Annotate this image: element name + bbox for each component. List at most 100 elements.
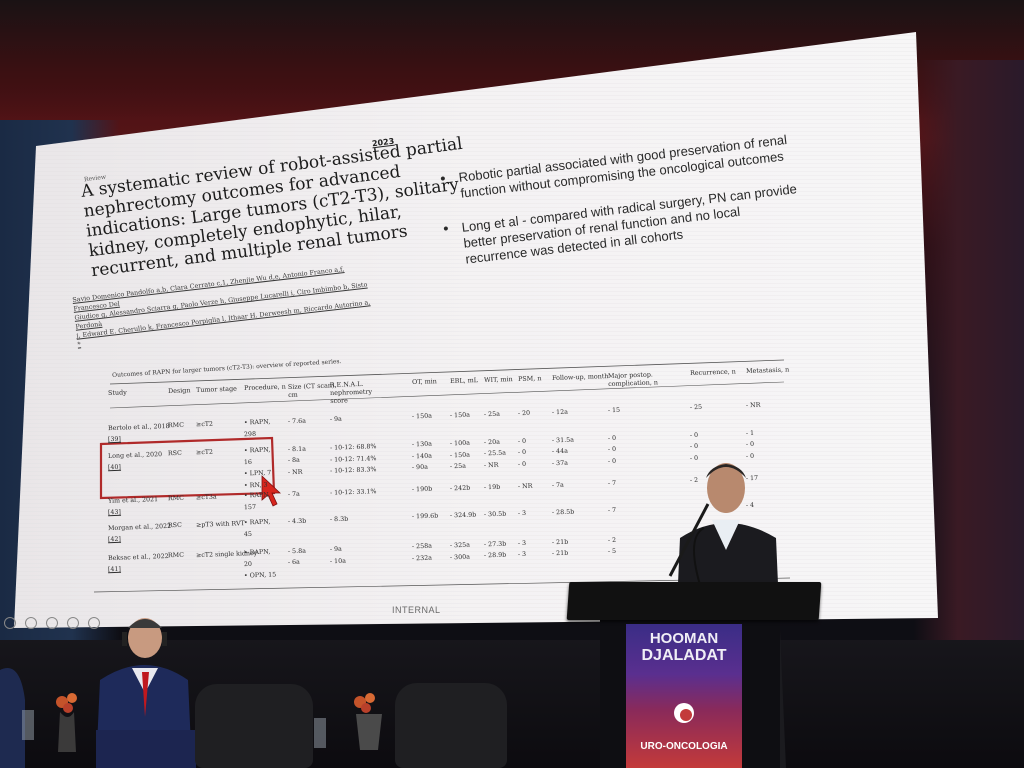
table-cell: - 0: [689, 431, 699, 439]
water-glass: [22, 710, 34, 740]
table-cell: ≥cT2: [195, 420, 214, 429]
table-cell: • RN, 3: [243, 481, 268, 490]
table-cell: - 324.9b: [449, 511, 477, 520]
table-cell: - 100a: [449, 439, 471, 448]
table-cell: - NR: [745, 401, 761, 409]
table-cell: - 12a: [551, 408, 569, 416]
table-cell: - 3: [517, 509, 527, 517]
table-cell: - 8.1a: [287, 445, 307, 454]
table-cell: - 0: [517, 449, 527, 457]
table-cell: - 199.6b: [411, 512, 439, 521]
table-cell: - 10-12: 33.1%: [329, 488, 377, 498]
table-ref-link[interactable]: [41]: [107, 565, 122, 573]
table-header-cell: R.E.N.A.L. nephrometry score: [329, 380, 373, 406]
table-cell: - 44a: [551, 447, 569, 456]
table-cell: Beksac et al., 2022: [107, 553, 169, 563]
table-cell: - 0: [689, 443, 699, 451]
table-cell: - 7: [607, 506, 617, 514]
table-cell: - 10-12: 83.3%: [329, 466, 377, 476]
prev-slide-icon[interactable]: [4, 617, 16, 629]
table-cell: - 0: [517, 437, 527, 445]
podium-name-first: HOOMAN: [649, 630, 719, 647]
slides-grid-icon[interactable]: [46, 617, 59, 629]
next-slide-icon[interactable]: [25, 617, 38, 629]
table-header-cell: Metastasis, n: [745, 365, 790, 375]
table-cell: Morgan et al., 2022: [107, 522, 172, 533]
table-cell: - 5.8a: [287, 547, 307, 556]
footer-label: INTERNAL: [392, 605, 441, 615]
table-cell: - 15: [607, 406, 621, 414]
table-cell: - 8a: [287, 457, 301, 465]
table-bottom-rule: [93, 577, 791, 593]
table-cell: RSC: [167, 521, 182, 530]
table-cell: - 10-12: 71.4%: [329, 454, 377, 464]
zoom-icon[interactable]: [67, 617, 80, 629]
table-cell: • RAPN,: [243, 446, 271, 455]
table-cell: - 31.5a: [551, 436, 575, 444]
table-ref-link[interactable]: [43]: [107, 508, 122, 516]
slide-control-icons[interactable]: [4, 614, 104, 633]
table-cell: • OPN, 15: [243, 571, 277, 580]
table-cell: - 3: [517, 539, 527, 547]
red-cursor-arrow-icon: [261, 475, 282, 507]
table-cell: - 130a: [411, 441, 433, 449]
table-cell: • RAPN,: [243, 548, 271, 557]
table-cell: - 325a: [449, 541, 471, 550]
table-cell: - 0: [607, 457, 617, 465]
table-cell: - 2: [607, 536, 617, 544]
table-cell: - 232a: [411, 554, 433, 563]
table-cell: - 150a: [449, 451, 471, 459]
stage-chair: [395, 683, 507, 768]
table-cell: - 1: [745, 429, 755, 437]
table-cell: - NR: [517, 482, 533, 490]
podium-name-last: DJALADAT: [641, 647, 727, 664]
table-cell: ≥cT2: [195, 448, 214, 457]
table-ref-link[interactable]: [40]: [107, 463, 122, 471]
table-cell: • RAPN,: [243, 491, 271, 500]
table-cell: 298: [243, 430, 257, 439]
table-cell: - 140a: [411, 452, 433, 461]
table-cell: - 25.5a: [483, 450, 507, 458]
table-cell: - 20: [517, 409, 531, 417]
table-cell: ≥cT3a: [195, 493, 217, 502]
table-cell: - 242b: [449, 484, 471, 493]
table-cell: RMC: [167, 494, 185, 503]
table-cell: Yim et al., 2021: [107, 496, 159, 505]
table-cell: - 3: [517, 551, 527, 559]
table-cell: - 21b: [551, 549, 569, 558]
table-cell: - 10a: [329, 557, 347, 566]
table-cell: RMC: [167, 421, 185, 430]
table-cell: - 21b: [551, 538, 569, 546]
table-cell: - 0: [607, 445, 617, 454]
table-cell: - NR: [287, 468, 303, 477]
table-cell: - 25a: [483, 410, 501, 419]
table-cell: - 9a: [329, 546, 343, 554]
podium-top: [566, 582, 822, 620]
table-header-cell: Recurrence, n: [689, 367, 736, 377]
table-cell: - 30.5b: [483, 510, 507, 519]
water-glass: [314, 718, 326, 748]
table-cell: - 150a: [411, 413, 433, 421]
table-cell: - 0: [607, 434, 617, 442]
table-cell: - 90a: [411, 464, 429, 472]
table-cell: ≥pT3 with RVT: [195, 520, 245, 529]
table-cell: - 7a: [287, 490, 301, 498]
table-header-cell: Study: [107, 388, 127, 398]
table-cell: - 300a: [449, 553, 471, 561]
table-cell: - 9a: [329, 416, 343, 424]
table-ref-link[interactable]: [39]: [107, 435, 122, 443]
table-cell: - 5: [607, 547, 617, 556]
seated-panelist: [0, 618, 196, 768]
table-header-cell: Follow-up, month: [551, 371, 609, 382]
table-cell: 16: [243, 458, 253, 466]
table-ref-link[interactable]: [42]: [107, 535, 122, 543]
table-cell: 20: [243, 560, 253, 568]
table-cell: 157: [243, 503, 257, 512]
table-cell: RMC: [167, 551, 185, 560]
more-options-icon[interactable]: [88, 617, 101, 629]
table-cell: - 20a: [483, 438, 501, 447]
table-cell: RSC: [167, 449, 182, 458]
table-cell: - 4.3b: [287, 517, 307, 526]
